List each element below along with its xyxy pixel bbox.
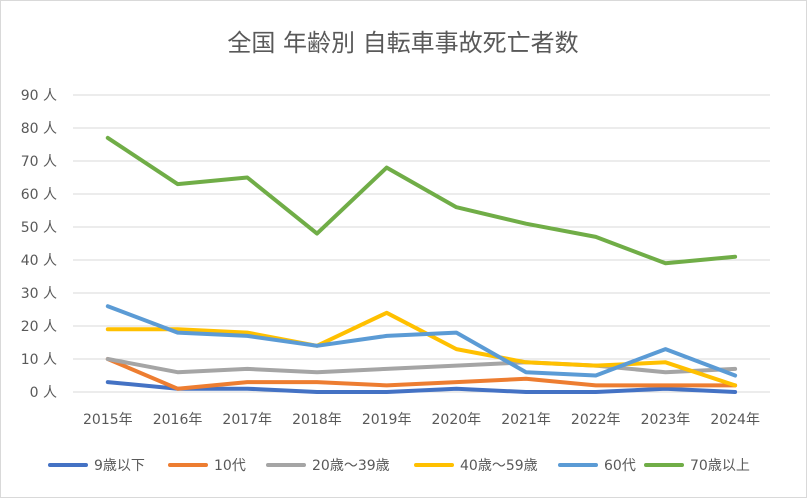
y-tick-label: 50 人 [21,220,57,236]
y-tick-label: 80 人 [21,121,57,137]
legend-label: 9歳以下 [94,458,145,474]
x-tick-label: 2015年 [83,412,133,428]
y-tick-label: 0 人 [30,385,57,401]
x-tick-label: 2020年 [432,412,482,428]
x-tick-label: 2016年 [153,412,203,428]
y-axis-tick-labels: 0 人 10 人 20 人 30 人 40 人 50 人 60 人 70 人 80 人 90 人 [21,88,57,401]
x-tick-label: 2023年 [641,412,691,428]
series-line-2 [105,357,738,375]
gridlines [73,94,770,393]
series-line-3 [105,310,738,388]
y-tick-label: 90 人 [21,88,57,104]
x-tick-label: 2019年 [362,412,412,428]
x-tick-label: 2022年 [571,412,621,428]
legend-label: 20歳～39歳 [312,458,390,474]
legend: 9歳以下 10代 20歳～39歳 40歳～59歳 60代 70歳以上 [48,458,750,474]
legend-label: 70歳以上 [690,458,750,474]
y-tick-label: 70 人 [21,154,57,170]
y-tick-label: 10 人 [21,352,57,368]
legend-label: 10代 [214,458,246,474]
series-line-4 [105,304,738,378]
chart-title: 全国 年齢別 自転車事故死亡者数 [227,29,578,57]
series-line-0 [105,380,738,394]
series-line-5 [105,135,738,266]
x-tick-label: 2021年 [501,412,551,428]
x-axis-tick-labels: 2015年 2016年 2017年 2018年 2019年 2020年 2021年 2022年… [83,412,760,428]
y-tick-label: 30 人 [21,286,57,302]
y-tick-label: 20 人 [21,319,57,335]
y-tick-label: 40 人 [21,253,57,269]
x-tick-label: 2024年 [710,412,760,428]
y-tick-label: 60 人 [21,187,57,203]
x-tick-label: 2018年 [292,412,342,428]
x-tick-label: 2017年 [222,412,272,428]
series-line-1 [105,357,738,391]
legend-label: 60代 [604,458,636,474]
legend-label: 40歳～59歳 [460,458,538,474]
series-lines [105,135,738,394]
